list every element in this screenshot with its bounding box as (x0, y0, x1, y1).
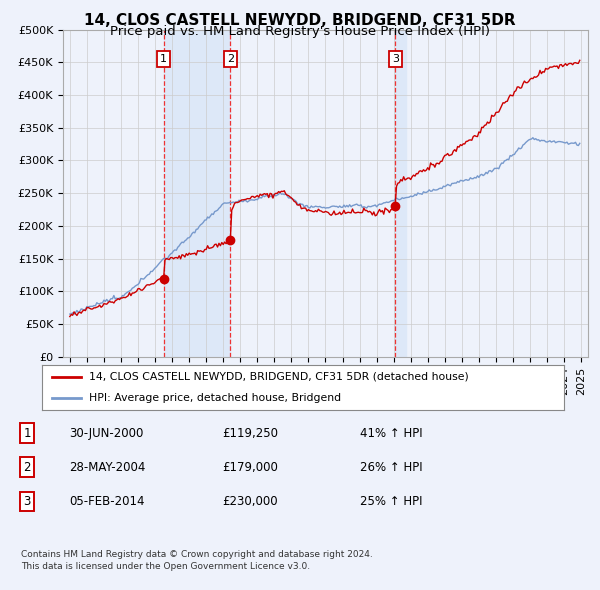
Text: HPI: Average price, detached house, Bridgend: HPI: Average price, detached house, Brid… (89, 393, 341, 403)
Text: 25% ↑ HPI: 25% ↑ HPI (360, 495, 422, 508)
Text: 3: 3 (392, 54, 399, 64)
Text: 1: 1 (23, 427, 31, 440)
Text: 30-JUN-2000: 30-JUN-2000 (69, 427, 143, 440)
Text: 1: 1 (160, 54, 167, 64)
Text: Contains HM Land Registry data © Crown copyright and database right 2024.
This d: Contains HM Land Registry data © Crown c… (21, 550, 373, 571)
Bar (395, 30, 406, 357)
Text: 2: 2 (23, 461, 31, 474)
Text: 14, CLOS CASTELL NEWYDD, BRIDGEND, CF31 5DR (detached house): 14, CLOS CASTELL NEWYDD, BRIDGEND, CF31 … (89, 372, 469, 382)
Text: 26% ↑ HPI: 26% ↑ HPI (360, 461, 422, 474)
Text: £119,250: £119,250 (222, 427, 278, 440)
Text: 3: 3 (23, 495, 31, 508)
Text: 2: 2 (227, 54, 234, 64)
Bar (164, 30, 230, 357)
Text: 05-FEB-2014: 05-FEB-2014 (69, 495, 145, 508)
Text: 14, CLOS CASTELL NEWYDD, BRIDGEND, CF31 5DR: 14, CLOS CASTELL NEWYDD, BRIDGEND, CF31 … (84, 13, 516, 28)
Text: £179,000: £179,000 (222, 461, 278, 474)
Text: Price paid vs. HM Land Registry's House Price Index (HPI): Price paid vs. HM Land Registry's House … (110, 25, 490, 38)
Text: 28-MAY-2004: 28-MAY-2004 (69, 461, 145, 474)
Text: 41% ↑ HPI: 41% ↑ HPI (360, 427, 422, 440)
Text: £230,000: £230,000 (222, 495, 278, 508)
